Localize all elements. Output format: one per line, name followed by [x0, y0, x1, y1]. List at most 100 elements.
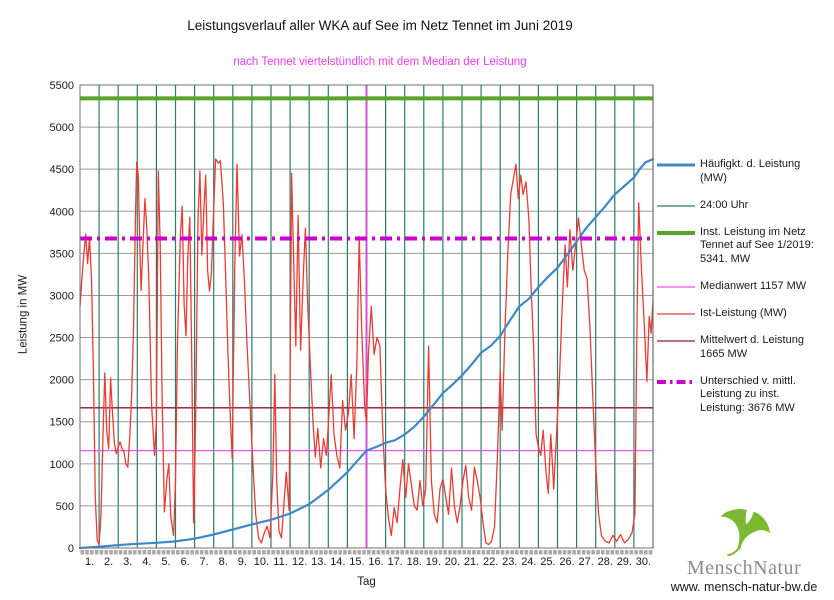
x-tick-label: 10. — [254, 556, 269, 568]
time-band-marker — [242, 550, 247, 555]
time-band-marker — [147, 550, 151, 555]
time-band-marker — [476, 550, 481, 555]
time-band-marker — [424, 550, 428, 555]
time-band-marker — [85, 550, 89, 555]
time-band-marker — [529, 550, 533, 555]
y-tick-label: 3500 — [50, 248, 74, 260]
x-tick-label: 26. — [559, 556, 574, 568]
time-band-marker — [94, 550, 99, 555]
x-tick-label: 12. — [292, 556, 307, 568]
time-band-marker — [247, 550, 252, 555]
time-band-marker — [185, 550, 190, 555]
time-band-marker — [486, 550, 490, 555]
time-band-marker — [453, 550, 457, 555]
time-band-marker — [481, 550, 486, 555]
time-band-marker — [429, 550, 433, 555]
time-band-marker — [271, 550, 276, 555]
legend-swatch-unterschied — [657, 379, 695, 384]
time-band-marker — [457, 550, 462, 555]
time-band-marker — [433, 550, 438, 555]
time-band-marker — [352, 550, 357, 555]
x-tick-label: 2. — [104, 556, 113, 568]
time-band-marker — [367, 550, 371, 555]
legend-swatch-median — [657, 286, 695, 288]
time-band-marker — [223, 550, 228, 555]
time-band-marker — [123, 550, 128, 555]
time-band-marker — [634, 550, 638, 555]
x-tick-label: 5. — [161, 556, 170, 568]
time-band-marker — [515, 550, 519, 555]
time-band-marker — [319, 550, 323, 555]
time-band-marker — [156, 550, 161, 555]
time-band-marker — [577, 550, 581, 555]
time-band-marker — [591, 550, 595, 555]
time-band-marker — [562, 550, 567, 555]
time-band-marker — [80, 550, 85, 555]
y-tick-label: 1500 — [50, 417, 74, 429]
time-band-marker — [438, 550, 443, 555]
y-tick-label: 5500 — [50, 80, 74, 92]
time-band-marker — [601, 550, 605, 555]
time-band-marker — [195, 550, 199, 555]
legend-item-unterschied: Unterschied v. mittl. Leistung zu inst. … — [657, 375, 833, 417]
time-band-marker — [629, 550, 634, 555]
x-tick-label: 27. — [579, 556, 594, 568]
y-tick-label: 500 — [56, 501, 74, 513]
x-tick-label: 7. — [200, 556, 209, 568]
time-band-marker — [376, 550, 381, 555]
time-band-marker — [137, 550, 142, 555]
y-tick-label: 5000 — [50, 122, 74, 134]
time-band-marker — [238, 550, 242, 555]
time-band-marker — [257, 550, 261, 555]
time-band-marker — [581, 550, 586, 555]
time-band-marker — [281, 550, 285, 555]
time-band-marker — [142, 550, 147, 555]
legend-item-ist: Ist-Leistung (MW) — [657, 307, 833, 321]
legend-label-median: Medianwert 1157 MW — [700, 280, 807, 293]
time-band-marker — [176, 550, 180, 555]
legend-swatch-inst — [657, 230, 695, 235]
time-band-marker — [558, 550, 562, 555]
time-band-marker — [448, 550, 452, 555]
y-tick-label: 3000 — [50, 290, 74, 302]
time-band-marker — [495, 550, 500, 555]
haeufigkeit-series — [78, 158, 655, 550]
time-band-marker — [328, 550, 333, 555]
legend-label-ist: Ist-Leistung (MW) — [700, 307, 787, 320]
legend-item-inst: Inst. Leistung im Netz Tennet auf See 1/… — [657, 226, 833, 268]
time-band-marker — [104, 550, 108, 555]
x-tick-label: 11. — [273, 556, 287, 568]
time-band-marker — [113, 550, 118, 555]
legend-swatch-haeufigkeit — [657, 163, 695, 167]
time-band-marker — [620, 550, 624, 555]
x-tick-label: 13. — [311, 556, 326, 568]
time-band-marker — [548, 550, 553, 555]
time-band-marker — [386, 550, 390, 555]
x-tick-label: 9. — [238, 556, 247, 568]
time-band-marker — [133, 550, 137, 555]
chart-title: Leistungsverlauf aller WKA auf See im Ne… — [187, 18, 573, 33]
logo-url: www. mensch-natur-bw.de — [670, 580, 818, 594]
time-band-marker — [276, 550, 280, 555]
x-tick-label: 23. — [502, 556, 517, 568]
chart-subtitle: nach Tennet viertelstündlich mit dem Med… — [233, 56, 527, 68]
y-tick-label: 1000 — [50, 459, 74, 471]
mensch-natur-logo: MenschNatur www. mensch-natur-bw.de — [664, 509, 824, 594]
legend-swatch-uhr — [657, 205, 695, 207]
x-tick-label: 3. — [123, 556, 132, 568]
legend-swatch-mittelwert — [657, 340, 695, 342]
time-band-marker — [152, 550, 156, 555]
legend-label-haeufigkeit: Häufigkt. d. Leistung (MW) — [700, 158, 801, 184]
x-tick-label: 29. — [617, 556, 632, 568]
x-tick-label: 24. — [521, 556, 536, 568]
time-band-marker — [343, 550, 347, 555]
time-band-marker — [467, 550, 471, 555]
time-band-marker — [300, 550, 304, 555]
time-band-marker — [228, 550, 233, 555]
x-tick-label: 21. — [464, 556, 479, 568]
time-band-marker — [180, 550, 185, 555]
legend-item-haeufigkeit: Häufigkt. d. Leistung (MW) — [657, 158, 833, 186]
time-band-marker — [99, 550, 104, 555]
legend-label-unterschied: Unterschied v. mittl. Leistung zu inst. … — [700, 374, 796, 415]
